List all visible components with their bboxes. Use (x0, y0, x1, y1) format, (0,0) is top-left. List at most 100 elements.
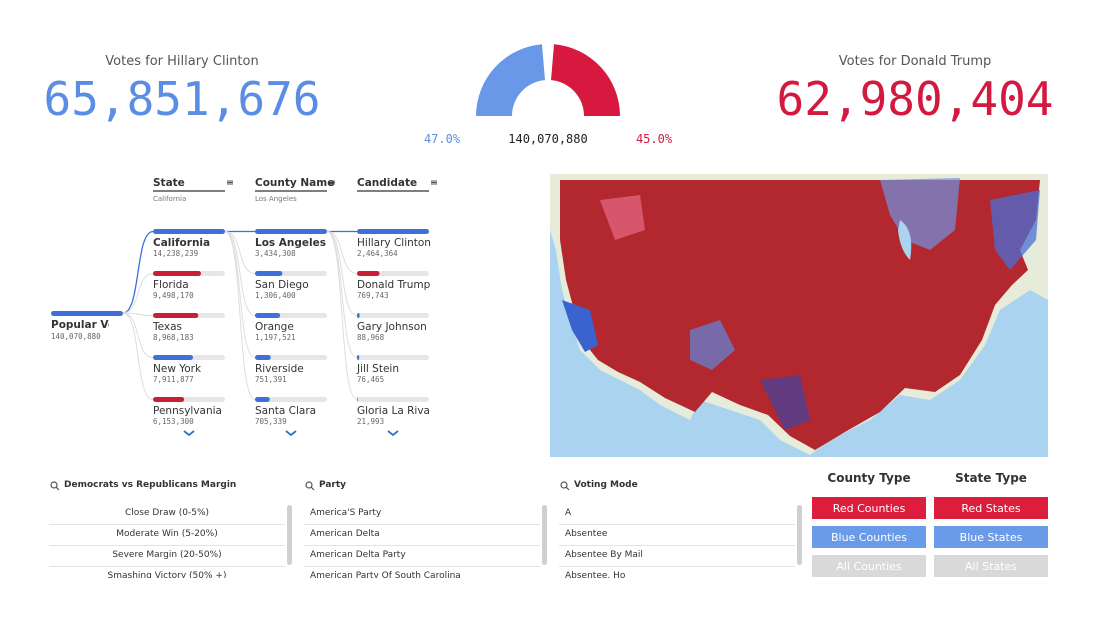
tree-connector (122, 312, 154, 400)
tree-connector (224, 231, 256, 274)
tree-connector (122, 312, 154, 316)
tree-connector (326, 231, 358, 316)
filter-item[interactable]: Absentee By Mail (565, 550, 643, 560)
tree-column-selection: Los Angeles (255, 195, 297, 203)
tree-connector (224, 231, 256, 358)
filter-row[interactable]: American Delta Party (304, 545, 540, 567)
search-icon (305, 481, 313, 489)
filter-button[interactable]: Blue States (934, 526, 1048, 548)
tree-bar (357, 229, 429, 234)
tree-bar (357, 313, 360, 318)
tree-bar (255, 397, 270, 402)
button-label[interactable]: All States (965, 560, 1017, 573)
filter-item[interactable]: Absentee (565, 529, 608, 539)
gauge-total: 140,070,880 (508, 132, 588, 146)
tree-bar (153, 229, 225, 234)
filter-row[interactable]: Smashing Victory (50% +) (49, 566, 285, 579)
map-blue-area (562, 300, 598, 352)
tree-bar-track (357, 397, 429, 402)
filter-row[interactable]: Absentee (559, 524, 795, 546)
tree-connector (326, 231, 358, 274)
search-icon (55, 486, 60, 491)
tree-node-name[interactable]: Jill Stein (357, 363, 399, 375)
tree-node-value: 76,465 (357, 375, 385, 384)
search-icon (560, 481, 568, 489)
tree-node-name[interactable]: New York (153, 363, 202, 375)
button-label[interactable]: Blue Counties (830, 531, 908, 544)
tree-node-name[interactable]: Florida (153, 279, 189, 291)
filter-row[interactable]: American Party Of South Carolina (304, 566, 540, 579)
tree-node-name[interactable]: Santa Clara (255, 405, 317, 417)
tree-node-name[interactable]: Hillary Clinton (357, 237, 431, 249)
filter-item[interactable]: Smashing Victory (50% +) (107, 571, 227, 579)
filter-item[interactable]: American Party Of South Carolina (310, 571, 461, 579)
button-label[interactable]: All Counties (836, 560, 902, 573)
filter-item[interactable]: Moderate Win (5-20%) (116, 529, 218, 539)
button-label[interactable]: Red Counties (832, 502, 906, 515)
filter-row[interactable]: Severe Margin (20-50%) (49, 545, 285, 567)
tree-bar (153, 355, 194, 360)
search-icon (565, 486, 570, 491)
tree-node-name[interactable]: California (153, 237, 211, 249)
filter-row[interactable]: American Delta (304, 524, 540, 546)
tree-connector (224, 231, 256, 400)
filter-row[interactable]: Absentee, Ho (559, 566, 795, 579)
tree-node-name[interactable]: Los Angeles (255, 237, 327, 249)
tree-node-name[interactable]: Pennsylvania (153, 405, 222, 417)
tree-node-name[interactable]: Orange (255, 321, 294, 333)
tree-node-value: 2,464,364 (357, 249, 398, 258)
filter-row[interactable]: Absentee By Mail (559, 545, 795, 567)
filter-row[interactable]: Close Draw (0-5%) (49, 503, 285, 525)
filter-item[interactable]: American Delta Party (310, 550, 406, 560)
tree-column-title: County Name (255, 177, 335, 189)
filter-item[interactable]: Absentee, Ho (565, 571, 626, 579)
tree-node-value: 6,153,300 (153, 417, 194, 426)
map-blue-area (880, 178, 960, 250)
tree-bar (357, 397, 358, 402)
gauge-arc-trump (551, 44, 620, 116)
filter-item[interactable]: Close Draw (0-5%) (124, 508, 210, 518)
tree-node-name[interactable]: Gary Johnson (357, 321, 427, 333)
tree-node-value: 14,238,239 (153, 249, 199, 258)
filter-button[interactable]: Red States (934, 497, 1048, 519)
filter-row[interactable]: A (559, 503, 795, 525)
tree-node-name[interactable]: Riverside (255, 363, 304, 375)
expand-chevron (285, 430, 297, 437)
tree-connector (122, 312, 154, 358)
filter-list: A Absentee Absentee By Mail Absentee, Ho (559, 503, 795, 578)
tree-node-name[interactable]: Donald Trump (357, 279, 431, 291)
tree-bar (153, 271, 202, 276)
filter-list: America'S Party American Delta American De… (304, 503, 540, 578)
tree-connector (326, 231, 358, 358)
map-pink-area (600, 195, 645, 240)
tree-root[interactable]: Popular Vote140,070,880 (51, 319, 109, 343)
tree-bar-track (255, 355, 327, 360)
filter-item[interactable]: American Delta (310, 529, 380, 539)
expand-chevron (387, 430, 399, 437)
tree-node-value: 1,197,521 (255, 333, 296, 342)
filter-item[interactable]: America'S Party (310, 508, 382, 518)
kpi-value: 65,851,676 (43, 72, 321, 126)
tree-connector (122, 230, 154, 314)
filter-row[interactable]: America'S Party (304, 503, 540, 525)
tree-node-name: Popular Vote (51, 319, 109, 331)
tree-column-selection: California (153, 195, 187, 203)
filter-button[interactable]: All States (934, 555, 1048, 577)
tree-node-name[interactable]: Texas (153, 321, 183, 333)
kpi-label: Votes for Hillary Clinton (105, 54, 259, 69)
gauge-share: 47.0% (423, 132, 461, 146)
map-blue-area (760, 375, 810, 430)
filter-button[interactable]: All Counties (812, 555, 926, 577)
map-blue-area (990, 190, 1040, 270)
filter-item[interactable]: Severe Margin (20-50%) (112, 550, 222, 560)
button-label[interactable]: Blue States (959, 531, 1023, 544)
tree-node-name[interactable]: Gloria La Riva (357, 405, 430, 417)
filter-button[interactable]: Blue Counties (812, 526, 926, 548)
filter-row[interactable]: Moderate Win (5-20%) (49, 524, 285, 546)
tree-bar-track (357, 313, 429, 318)
filter-button[interactable]: Red Counties (812, 497, 926, 519)
tree-node-name[interactable]: San Diego (255, 279, 309, 291)
button-label[interactable]: Red States (961, 502, 1021, 515)
filter-item[interactable]: A (565, 508, 572, 518)
